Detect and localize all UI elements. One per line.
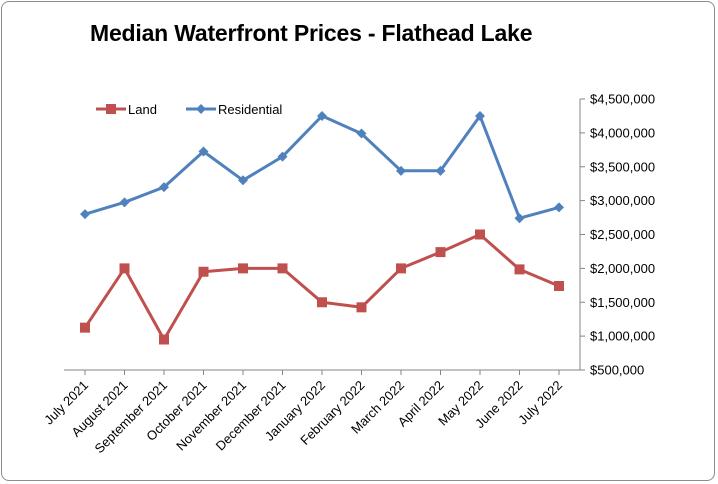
residential-data-point [119,197,130,208]
land-data-point [554,280,564,291]
land-data-point [356,302,367,313]
y-tick-label: $1,000,000 [590,329,655,344]
x-tick-label: July 2022 [515,378,565,428]
land-data-point [198,266,209,277]
residential-data-point [435,165,446,176]
y-tick-label: $1,500,000 [590,295,655,310]
legend-land-marker [106,104,116,114]
residential-data-point [396,165,406,176]
land-data-point [475,229,485,240]
land-data-point [514,264,525,275]
y-tick-label: $4,500,000 [590,92,655,107]
residential-data-point [198,146,209,157]
land-data-point [317,297,327,308]
chart-title: Median Waterfront Prices - Flathead Lake [90,20,533,46]
land-data-point [159,334,169,345]
x-tick-label: November 2021 [173,378,249,454]
residential-data-point [514,213,525,224]
y-tick-label: $2,500,000 [590,227,655,242]
legend-residential-label: Residential [218,102,282,117]
land-data-point [80,322,90,333]
y-tick-label: $3,500,000 [590,159,655,174]
land-data-point [396,263,406,274]
x-tick-label: December 2021 [213,378,289,454]
y-tick-label: $2,000,000 [590,261,655,276]
residential-data-point [80,209,90,220]
y-tick-label: $3,000,000 [590,193,655,208]
residential-data-point [475,110,485,121]
land-data-point [119,263,130,274]
land-data-point [277,263,288,274]
land-series-line [83,233,560,341]
y-tick-label: $500,000 [590,363,644,378]
residential-data-point [554,202,564,213]
residential-data-point [238,175,248,186]
residential-data-point [159,182,169,193]
legend-land-label: Land [128,102,157,117]
legend-residential-marker [196,104,206,114]
residential-series-line [84,114,560,220]
residential-data-point [277,151,288,162]
land-data-point [238,263,248,274]
residential-data-point [356,128,367,139]
residential-data-point [317,110,327,121]
land-data-point [435,247,446,258]
y-tick-label: $4,000,000 [590,125,655,140]
